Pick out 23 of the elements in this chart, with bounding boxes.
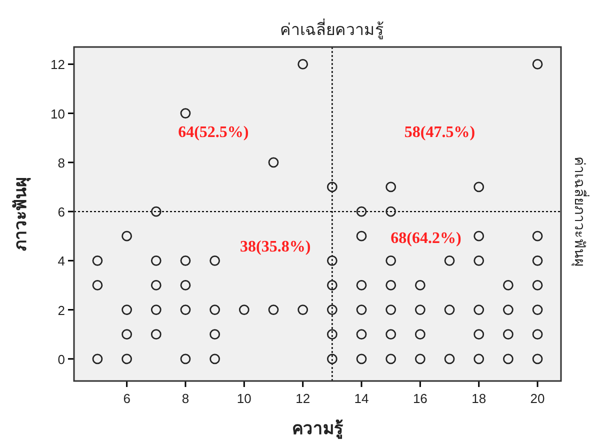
x-tick-label: 8 bbox=[182, 391, 190, 406]
annotation: 38(35.8%) bbox=[240, 238, 311, 256]
y-tick-label: 12 bbox=[50, 57, 65, 72]
y-tick-label: 6 bbox=[58, 204, 65, 220]
y-axis-title: ภาวะฟันผุ bbox=[11, 177, 31, 251]
y-tick-label: 4 bbox=[58, 254, 65, 269]
annotation: 68(64.2%) bbox=[390, 230, 462, 247]
annotation: 58(47.5%) bbox=[404, 124, 476, 141]
y-tick-label: 0 bbox=[58, 352, 65, 367]
ref-line-label: ค่าเฉลี่ยความรู้ bbox=[280, 18, 384, 40]
x-tick-label: 10 bbox=[236, 391, 252, 406]
y-tick-label: 8 bbox=[58, 155, 65, 170]
x-tick-label: 20 bbox=[530, 391, 545, 406]
x-tick-label: 16 bbox=[412, 391, 428, 406]
x-axis-title: ความรู้ bbox=[292, 419, 344, 440]
x-tick-label: 6 bbox=[123, 391, 130, 406]
x-tick-label: 18 bbox=[472, 391, 486, 406]
x-tick-label: 12 bbox=[296, 391, 310, 406]
ref-line-label: ค่าเฉลี่ยภาวะฟันผุ bbox=[571, 156, 589, 267]
y-tick-label: 2 bbox=[58, 302, 65, 318]
y-tick-label: 10 bbox=[50, 106, 65, 122]
x-tick-label: 14 bbox=[354, 391, 369, 406]
annotation: 64(52.5%) bbox=[178, 124, 249, 141]
